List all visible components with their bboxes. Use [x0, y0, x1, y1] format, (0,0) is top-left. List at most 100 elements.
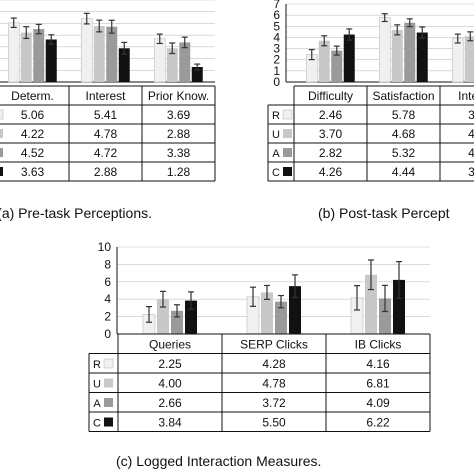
y-tick-label: 10 [98, 240, 112, 254]
category-label: Queries [149, 338, 191, 352]
bar-U [93, 26, 105, 82]
bar-C [289, 286, 301, 334]
table-cell: 4.52 [21, 146, 45, 160]
table-cell: 4.26 [319, 165, 343, 179]
table-cell: 3.63 [21, 165, 45, 179]
bar-A [404, 22, 416, 82]
legend-label: R [272, 110, 280, 122]
bar-C [343, 34, 355, 82]
category-label: SERP Clicks [240, 338, 308, 352]
bar-R [153, 38, 166, 83]
table-cell: 4.16 [366, 357, 390, 371]
table-cell: 1.28 [167, 165, 191, 179]
y-tick-label: 4 [273, 30, 280, 44]
category-label: IB Clicks [355, 338, 402, 352]
legend-swatch-R [282, 109, 293, 120]
bar-U [20, 32, 32, 82]
bar-U [261, 292, 273, 334]
table-cell: 6.81 [366, 377, 390, 391]
y-tick-label: 6 [104, 275, 111, 289]
legend-label: C [272, 167, 280, 179]
y-tick-label: 2 [104, 310, 111, 324]
table-cell: 2.88 [167, 127, 191, 141]
table-cell: 5.06 [21, 108, 45, 122]
bar-A [379, 298, 391, 334]
y-tick-label: 8 [104, 257, 111, 271]
legend-label: C [93, 418, 101, 430]
category-label: Satisfaction [372, 89, 434, 103]
bar-C [191, 67, 203, 82]
table-cell: 4.44 [392, 165, 416, 179]
bar-C [416, 32, 428, 82]
y-tick-label: 1 [273, 64, 280, 78]
bar-R [378, 17, 391, 83]
panel-logged-interaction: 0 2 4 6 8 10 Queries SERP Clicks IB Clicks R 2.25 4… [88, 240, 431, 469]
table-cell: 2.25 [158, 357, 182, 371]
panel-caption: (a) Pre-task Perceptions. [0, 205, 152, 221]
legend-swatch-A [0, 148, 3, 157]
table-cell: 6.22 [366, 416, 390, 430]
table-cell: 4.68 [392, 127, 416, 141]
table-cell: 5.78 [392, 108, 416, 122]
panel-pre-task: Determ. Interest Prior Know. 5.06 5.41 3.69 4.… [0, 0, 216, 221]
table-cell: 5.32 [392, 146, 416, 160]
bar-A [179, 42, 191, 82]
category-label: Determ. [11, 89, 54, 103]
table-cell: 3.9 [468, 108, 474, 122]
y-tick-label: 3 [273, 42, 280, 56]
legend-swatch-A [283, 148, 292, 157]
table-cell: 2.66 [158, 396, 182, 410]
table-cell: 4.22 [21, 127, 45, 141]
legend-label: R [93, 359, 101, 371]
legend-swatch-C [0, 167, 3, 176]
table-cell: 3.72 [262, 396, 286, 410]
y-tick-label: 7 [273, 0, 280, 11]
table-cell: 3.84 [158, 416, 182, 430]
panel-caption: (c) Logged Interaction Measures. [116, 453, 321, 469]
y-tick-label: 0 [104, 327, 111, 341]
legend-swatch-C [283, 167, 292, 176]
legend-label: A [272, 148, 280, 160]
legend-label: A [93, 398, 101, 410]
y-tick-label: 5 [273, 19, 280, 33]
table-cell: 5.41 [94, 108, 118, 122]
bar-U [464, 36, 474, 82]
legend-label: U [272, 129, 280, 141]
bar-R [80, 18, 93, 83]
panel-caption: (b) Post-task Percept [318, 205, 450, 221]
table-cell: 4.28 [262, 357, 286, 371]
legend-label: U [93, 379, 101, 391]
legend-swatch-R [0, 109, 4, 120]
bar-A [33, 29, 45, 82]
table-cell: 3.38 [167, 146, 191, 160]
table-cell: 2.82 [319, 146, 343, 160]
category-label: Difficulty [308, 89, 353, 103]
bar-U [391, 29, 403, 82]
table-cell: 2.88 [94, 165, 118, 179]
legend-swatch-U [0, 129, 3, 138]
bar-A [275, 301, 287, 334]
bar-A [331, 50, 343, 82]
table-cell: 4.78 [262, 377, 286, 391]
y-tick-label: 0 [273, 75, 280, 89]
bar-R [7, 22, 20, 83]
y-tick-label: 6 [273, 8, 280, 22]
table-cell: 4.72 [94, 146, 118, 160]
bar-A [106, 26, 118, 82]
category-label: Prior Know. [148, 89, 209, 103]
table-cell: 4.00 [158, 377, 182, 391]
table-cell: 3.69 [167, 108, 191, 122]
y-tick-label: 4 [104, 292, 111, 306]
bar-C [45, 39, 57, 82]
table-cell: 4.7 [468, 146, 474, 160]
legend-swatch-U [104, 378, 113, 388]
y-tick-label: 2 [273, 53, 280, 67]
table-cell: 4.09 [366, 396, 390, 410]
legend-swatch-U [283, 129, 292, 138]
bar-R [451, 38, 464, 83]
category-label: Interest [85, 89, 126, 103]
bar-C [118, 48, 130, 82]
bar-U [157, 299, 169, 334]
